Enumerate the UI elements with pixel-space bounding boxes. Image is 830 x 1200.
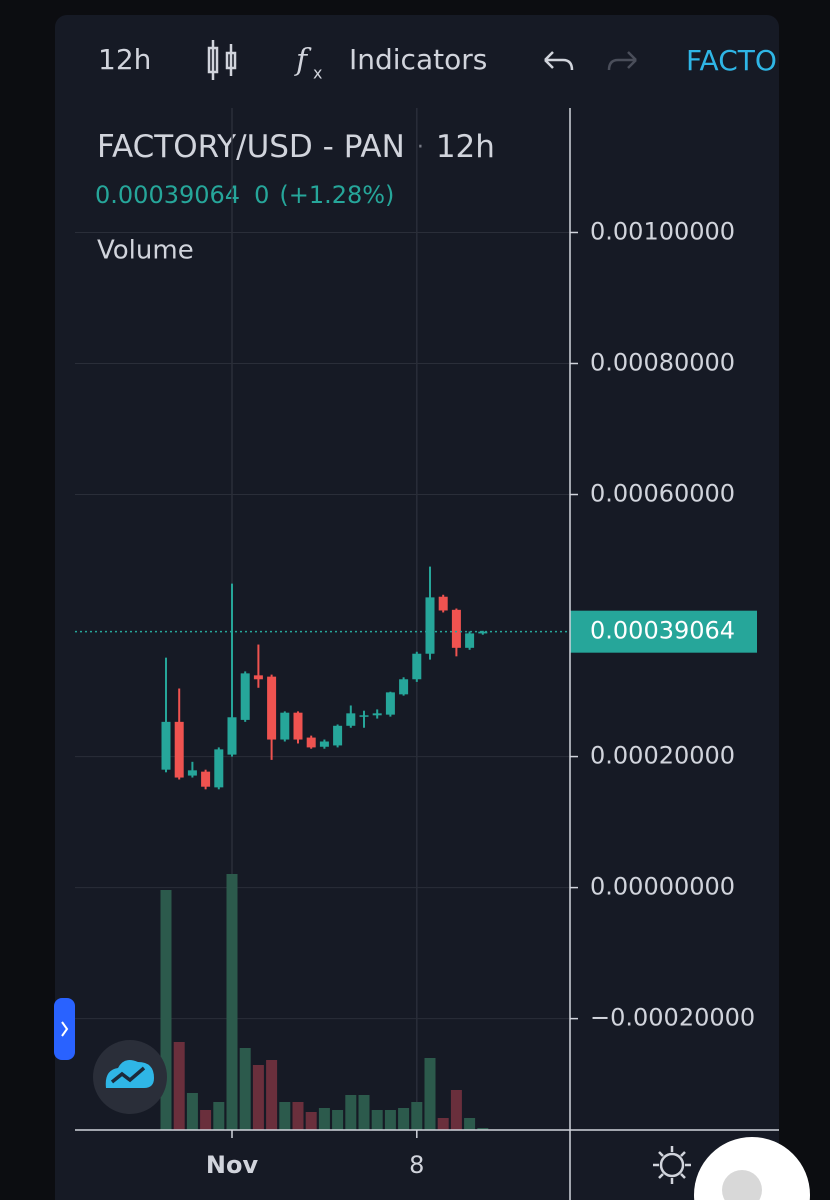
candle-body [372, 713, 382, 716]
chart-type-icon[interactable] [207, 40, 237, 80]
candle-body [346, 713, 356, 726]
separator: · [417, 135, 424, 160]
volume-bar [160, 890, 172, 1130]
candle-body [465, 633, 475, 648]
y-tick-label: 0.00020000 [590, 742, 735, 770]
candle-body [319, 741, 329, 747]
candle-body [174, 721, 184, 778]
change-pct: (+1.28%) [279, 181, 394, 209]
volume-bar [318, 1108, 330, 1130]
volume-bar [345, 1095, 357, 1130]
candle-body [399, 679, 409, 695]
volume-bar [173, 1042, 185, 1130]
volume-bar [424, 1058, 436, 1130]
y-tick-label: 0.00060000 [590, 480, 735, 508]
chart-title: FACTORY/USD - PAN · 12h [97, 129, 495, 165]
interval-button[interactable]: 12h [98, 43, 151, 76]
change: 0 [254, 181, 269, 209]
candle-body [187, 770, 197, 776]
indicators-button[interactable]: Indicators [349, 43, 487, 76]
last-price-label: 0.00039064 [590, 617, 735, 645]
volume-bar [292, 1102, 304, 1130]
volume-bar [305, 1112, 317, 1130]
volume-legend: Volume [97, 236, 194, 266]
candle-body [267, 676, 277, 740]
last-price-tag [570, 610, 757, 653]
volume-bar [226, 874, 238, 1130]
candle-body [280, 712, 290, 740]
x-tick-label: 8 [409, 1151, 424, 1179]
settings-icon[interactable] [653, 1146, 691, 1184]
x-tick-label: Nov [206, 1151, 259, 1179]
candle-body [451, 609, 461, 648]
y-tick-label: 0.00100000 [590, 217, 735, 245]
symbol-button[interactable]: FACTORY [686, 44, 813, 77]
volume-bar [384, 1110, 396, 1130]
side-handle-arrow [61, 1021, 69, 1037]
volume-bar [213, 1102, 225, 1130]
volume-bar [464, 1118, 476, 1130]
candle-body [161, 721, 171, 770]
volume-bar [200, 1110, 212, 1130]
candle-body [214, 749, 224, 788]
candle-body [201, 771, 211, 787]
volume-bar [279, 1102, 291, 1130]
candle-body [438, 596, 448, 611]
volume-bar [411, 1102, 423, 1130]
volume-bar [186, 1093, 198, 1130]
y-tick-label: 0.00000000 [590, 873, 735, 901]
chat-icon [722, 1170, 762, 1200]
interval-title: 12h [436, 129, 495, 165]
volume-pane [160, 874, 489, 1130]
volume-bar [450, 1090, 462, 1130]
symbol-title: FACTORY/USD - PAN [97, 129, 405, 165]
candle-body [425, 597, 435, 654]
y-tick-label: 0.00080000 [590, 349, 735, 377]
candle-body [306, 737, 316, 748]
y-tick-label: −0.00020000 [590, 1004, 755, 1032]
price-line: 0.00039064 0 (+1.28%) [95, 181, 394, 209]
volume-bar [332, 1110, 344, 1130]
candle-body [333, 725, 343, 746]
volume-bar [266, 1060, 278, 1130]
logo-cloud [105, 1060, 154, 1088]
candle-body [293, 712, 303, 740]
candle-body [359, 715, 369, 717]
last-price: 0.00039064 [95, 181, 240, 209]
redo-button[interactable] [607, 51, 637, 71]
undo-button[interactable] [544, 51, 574, 71]
candle-body [227, 717, 237, 755]
volume-bar [239, 1048, 251, 1130]
volume-bar [437, 1118, 449, 1130]
logo-line [110, 1066, 146, 1084]
fx-icon-sub: x [313, 64, 322, 83]
candle-body [240, 673, 250, 720]
candle-body [412, 653, 422, 680]
candle-body [478, 631, 488, 634]
volume-bar [371, 1110, 383, 1130]
volume-bar [477, 1128, 489, 1130]
candles: 0.00039064 [75, 566, 757, 790]
side-handle[interactable] [54, 998, 75, 1060]
symbol-clip: FACTORY [686, 44, 813, 77]
volume-bar [398, 1108, 410, 1130]
candle-body [253, 675, 263, 680]
candle-body [385, 692, 395, 715]
volume-bar [252, 1065, 264, 1130]
grid: 0.00100000 0.00080000 0.00060000 0.00020000… [75, 108, 755, 1179]
volume-bar [358, 1095, 370, 1130]
